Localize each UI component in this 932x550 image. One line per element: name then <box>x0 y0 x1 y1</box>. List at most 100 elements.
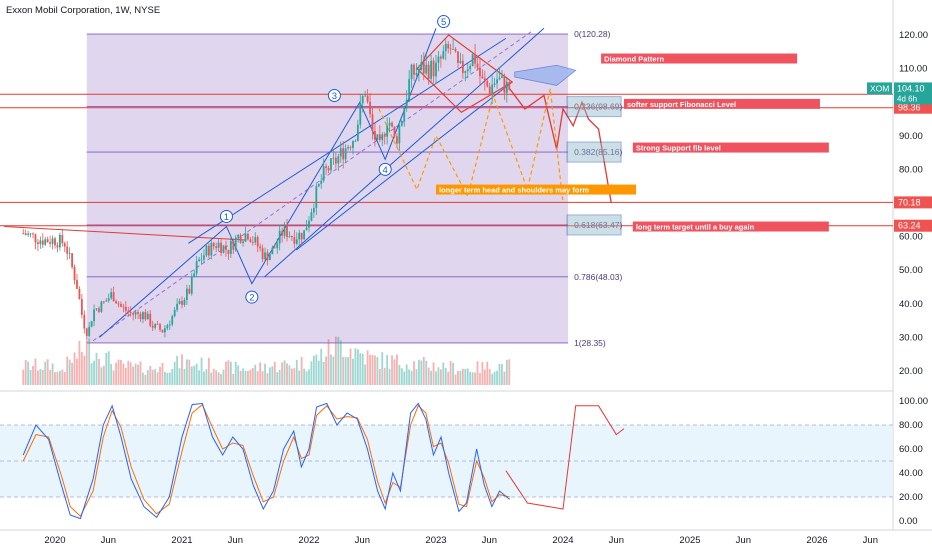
candle-body <box>344 148 347 160</box>
candle-body <box>347 147 349 149</box>
volume-bar <box>498 363 501 385</box>
hs-note: longer term head and shoulders may form <box>439 186 589 195</box>
candle-body <box>461 60 464 73</box>
time-tick-label: Jun <box>482 535 497 546</box>
volume-bar <box>415 369 418 385</box>
time-tick-label: 2022 <box>298 535 319 546</box>
volume-bar <box>41 369 44 385</box>
volume-bar <box>396 354 398 385</box>
volume-bar <box>476 361 479 385</box>
candle-body <box>459 60 462 63</box>
volume-bar <box>212 368 215 385</box>
candle-body <box>164 328 166 333</box>
volume-bar <box>271 366 274 385</box>
volume-bar <box>161 362 164 385</box>
time-tick-label: Jun <box>228 535 243 546</box>
volume-bar <box>176 355 179 385</box>
candle-body <box>195 261 198 274</box>
volume-bar <box>508 359 511 385</box>
stoch-k-line <box>22 402 510 520</box>
volume-bar <box>308 369 310 385</box>
candle-body <box>366 95 369 102</box>
volume-bar <box>383 367 386 385</box>
candle-body <box>102 301 105 303</box>
price-tick-label: 90.00 <box>899 131 923 142</box>
candle-body <box>54 238 56 246</box>
candle-body <box>210 242 213 256</box>
candle-body <box>193 273 196 277</box>
candle-body <box>95 308 98 310</box>
candle-body <box>327 167 330 171</box>
volume-bar <box>22 369 25 385</box>
candle-body <box>112 292 115 302</box>
volume-bar <box>295 360 298 385</box>
candle-body <box>454 49 457 52</box>
price-tick-label: 80.00 <box>899 164 923 175</box>
candle-body <box>66 246 69 254</box>
candle-body <box>312 207 315 213</box>
volume-bar <box>244 370 247 385</box>
volume-bar <box>200 357 203 385</box>
volume-bar <box>400 368 403 385</box>
candle-body <box>342 148 345 160</box>
candle-body <box>242 241 244 243</box>
candle-body <box>37 242 39 244</box>
candle-body <box>466 69 469 72</box>
candle-body <box>359 103 362 125</box>
candle-body <box>24 233 27 235</box>
time-tick-label: Jun <box>101 535 116 546</box>
volume-bar <box>376 357 379 385</box>
candle-body <box>146 313 149 320</box>
time-tick-label: 2021 <box>171 535 192 546</box>
candle-body <box>330 158 332 171</box>
candle-body <box>418 69 420 73</box>
candle-body <box>63 243 66 247</box>
candle-body <box>457 51 459 63</box>
candle-body <box>276 243 279 249</box>
volume-bar <box>452 362 454 385</box>
candle-body <box>325 166 327 168</box>
stoch-tick-label: 60.00 <box>899 444 923 455</box>
volume-bar <box>381 352 384 385</box>
candle-body <box>408 79 411 100</box>
elliott-wave-path <box>99 28 437 338</box>
volume-bar <box>327 339 330 385</box>
volume-bar <box>266 373 269 385</box>
volume-bar <box>34 358 37 385</box>
candle-body <box>142 312 144 320</box>
candle-body <box>449 48 452 50</box>
candle-body <box>73 267 76 281</box>
descending-trendline <box>4 226 246 241</box>
volume-bar <box>286 363 288 385</box>
candle-body <box>58 234 61 248</box>
volume-bar <box>405 364 408 385</box>
volume-bar <box>315 354 318 385</box>
candle-body <box>410 64 413 80</box>
candle-body <box>51 238 54 244</box>
wave-label: 1 <box>224 212 229 223</box>
candle-body <box>295 239 298 244</box>
volume-bar <box>425 360 428 385</box>
volume-bar <box>183 368 186 385</box>
volume-bar <box>361 353 364 385</box>
time-tick-label: 2024 <box>552 535 573 546</box>
candle-body <box>381 134 384 140</box>
volume-bar <box>332 356 335 385</box>
volume-bar <box>149 365 152 385</box>
volume-bar <box>129 362 132 385</box>
time-tick-label: 2026 <box>806 535 827 546</box>
volume-bar <box>107 351 110 385</box>
volume-bar <box>239 370 242 385</box>
candle-body <box>207 245 210 256</box>
stoch-tick-label: 100.00 <box>899 396 928 407</box>
volume-bar <box>278 369 281 385</box>
fib-highlight-box <box>566 96 622 118</box>
volume-bar <box>105 352 108 385</box>
volume-bar <box>254 364 257 385</box>
candle-body <box>286 225 288 238</box>
volume-bar <box>190 366 193 385</box>
volume-bar <box>354 348 357 385</box>
volume-bar <box>193 365 196 385</box>
wave-label: 5 <box>441 17 446 28</box>
candle-body <box>488 86 491 94</box>
